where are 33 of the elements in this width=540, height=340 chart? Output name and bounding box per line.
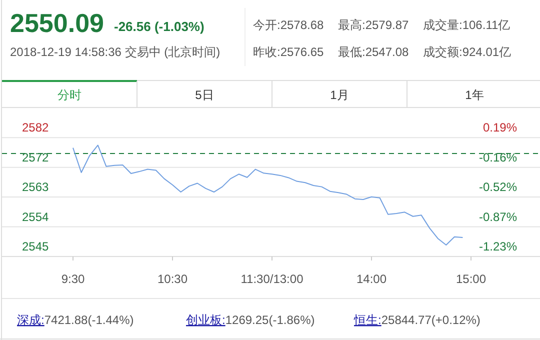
text: 1月 [330, 88, 349, 102]
y-tick-label: 2563 [22, 180, 50, 194]
y2-tick-label: 0.19% [482, 120, 518, 135]
text: 深成: [17, 313, 44, 327]
y-tick-label: 2554 [22, 210, 50, 224]
y2-tick-label: -0.16% [478, 150, 518, 164]
x-tick-label: 14:00 [356, 272, 387, 286]
text: 最低:2547.08 [338, 45, 410, 59]
text: 7421.88(-1.44%) [44, 313, 134, 327]
y-tick-label: 2582 [22, 120, 50, 135]
y2-tick-label: -1.23% [478, 240, 518, 254]
x-tick-label: 9:30 [61, 272, 85, 286]
text: 成交量:106.11亿 [423, 18, 510, 32]
text: 昨收:2576.65 [253, 45, 324, 59]
text: 恒生: [353, 313, 382, 327]
chart-title: 2550.09 [10, 8, 104, 38]
text: 5日 [195, 88, 214, 102]
y2-tick-label: -0.52% [478, 180, 518, 194]
chart-subtitle: -26.56 (-1.03%) [114, 19, 204, 34]
text: 最高:2579.87 [338, 18, 410, 32]
text: 成交额:924.01亿 [423, 45, 512, 59]
text: 分时 [58, 88, 82, 102]
x-tick-label: 11:30/13:00 [240, 272, 304, 286]
text: 25844.77(+0.12%) [381, 313, 480, 327]
x-tick-label: 15:00 [456, 272, 486, 286]
text: 2018-12-19 14:58:36 交易中 (北京时间) [10, 45, 220, 59]
y2-tick-label: -0.87% [478, 210, 518, 224]
text: 1269.25(-1.86%) [225, 313, 315, 327]
y-tick-label: 2545 [22, 240, 50, 254]
text: 今开:2578.68 [253, 18, 324, 32]
text: 创业板: [186, 313, 226, 327]
x-tick-label: 10:30 [157, 272, 188, 286]
text: 1年 [465, 88, 484, 102]
